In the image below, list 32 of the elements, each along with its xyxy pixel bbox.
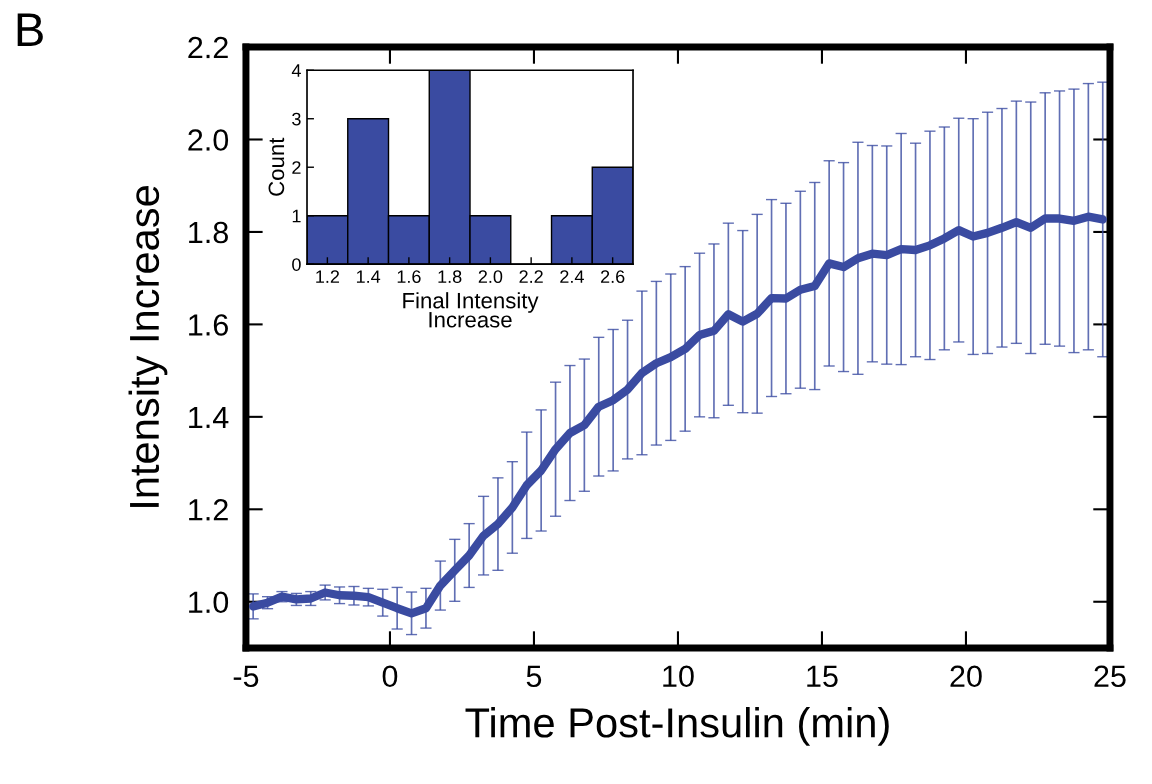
- y-tick-label: 4: [291, 64, 301, 77]
- y-axis-title: Count: [268, 137, 285, 196]
- y-tick-label: 1.6: [189, 314, 228, 336]
- y-tick-label: 0: [292, 258, 301, 271]
- y-tick-label: 1.2: [189, 499, 228, 521]
- y-tick-label: 1.4: [189, 406, 229, 428]
- y-tick-label: 3: [292, 112, 301, 126]
- text: B: [17, 13, 43, 46]
- x-axis-title: Time Post-Insulin (min): [465, 707, 889, 746]
- x-tick-label: 1.8: [438, 270, 462, 284]
- x-tick-label: 5: [526, 665, 542, 688]
- y-tick-label: 2: [292, 161, 301, 174]
- y-tick-label: 1.0: [189, 591, 229, 614]
- y-tick-label: 2.2: [188, 36, 228, 59]
- x-tick-label: 2.0: [478, 270, 503, 284]
- x-tick-label: 0: [382, 665, 398, 688]
- x-tick-label: 25: [1094, 665, 1126, 688]
- y-tick-label: 1: [292, 209, 301, 223]
- x-tick-label: 1.4: [356, 270, 381, 283]
- y-tick-label: 2.0: [188, 129, 229, 151]
- x-tick-label: 2.6: [601, 270, 625, 284]
- x-tick-label: 1.2: [316, 270, 340, 283]
- y-tick-label: 1.8: [189, 221, 228, 244]
- x-tick-label: 1.6: [397, 270, 421, 284]
- x-tick-label: -5: [233, 665, 259, 688]
- y-axis-title: Intensity Increase: [128, 186, 168, 507]
- x-tick-label: 10: [663, 665, 694, 688]
- x-axis-title: Final Intensity Increase: [403, 292, 539, 328]
- x-tick-label: 2.4: [560, 270, 584, 283]
- x-tick-label: 20: [950, 665, 982, 688]
- x-tick-label: 15: [807, 665, 838, 688]
- x-tick-label: 2.2: [519, 270, 543, 283]
